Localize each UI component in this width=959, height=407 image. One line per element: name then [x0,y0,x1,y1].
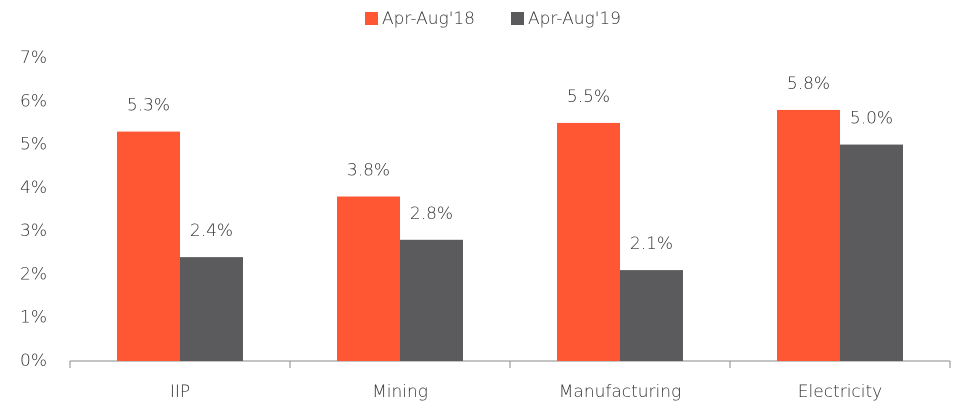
bar [180,257,243,361]
y-tick-label: 4% [20,178,47,198]
legend-swatch [511,12,524,25]
x-tick-label: IIP [170,382,190,402]
value-label: 5.3% [127,96,170,116]
y-tick-label: 3% [20,221,47,241]
y-tick-label: 6% [20,91,47,111]
value-label: 5.5% [567,87,610,107]
bar [337,196,400,361]
bar [557,122,620,361]
y-tick-label: 5% [20,135,47,155]
value-label: 5.0% [850,109,893,129]
bar [840,144,903,361]
x-tick-label: Mining [372,382,428,402]
y-tick-label: 1% [20,308,47,328]
y-tick-label: 2% [20,264,47,284]
legend-label: Apr-Aug'19 [528,9,621,29]
bar [117,131,180,361]
x-tick-label: Manufacturing [559,382,682,402]
bar [620,270,683,361]
y-tick-label: 7% [20,48,47,68]
value-label: 2.4% [190,221,233,241]
legend-label: Apr-Aug'18 [382,9,475,29]
value-label: 2.1% [630,234,673,254]
value-label: 3.8% [347,161,390,181]
bar [777,109,840,361]
value-label: 2.8% [410,204,453,224]
legend-swatch [365,12,378,25]
bar [400,239,463,361]
value-label: 5.8% [787,74,830,94]
y-tick-label: 0% [20,351,47,371]
x-tick-label: Electricity [798,382,882,402]
